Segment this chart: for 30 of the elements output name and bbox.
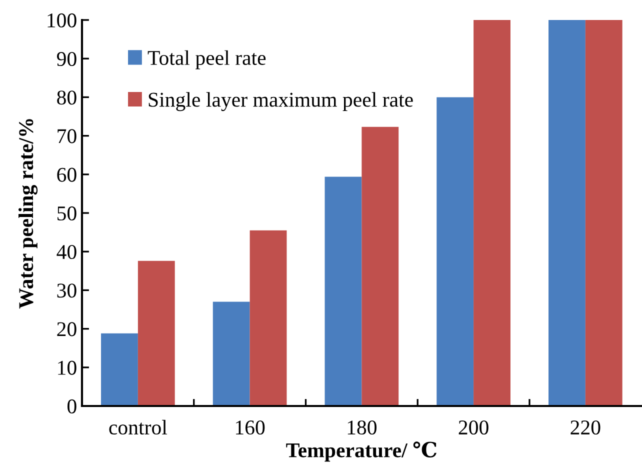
- legend-label: Single layer maximum peel rate: [148, 92, 413, 112]
- x-tick-label: 160: [236, 420, 265, 435]
- x-axis-title: Temperature/ ℃: [286, 442, 436, 462]
- y-tick-label: 20: [57, 322, 76, 336]
- y-tick-label: 50: [58, 206, 76, 220]
- bar: [324, 176, 362, 406]
- x-tick-label: control: [109, 420, 168, 435]
- y-tick-label: 80: [57, 90, 76, 105]
- y-tick-label: 70: [58, 129, 76, 144]
- x-tick-label: 200: [458, 420, 488, 435]
- bar: [548, 20, 586, 406]
- y-tick-label: 60: [57, 168, 76, 182]
- y-axis-title: Water peeling rate/%: [18, 119, 38, 309]
- legend-label: Total peel rate: [148, 50, 266, 70]
- bar: [138, 260, 175, 406]
- y-tick-label: 0: [68, 399, 76, 414]
- bar: [362, 126, 399, 406]
- bar: [250, 230, 287, 406]
- y-tick-label: 100: [48, 13, 76, 28]
- y-tick-label: 90: [56, 52, 76, 66]
- bar: [585, 20, 622, 406]
- bar: [436, 97, 474, 406]
- bar: [474, 20, 510, 406]
- bar: [212, 302, 250, 406]
- x-tick-label: 180: [348, 420, 377, 435]
- x-tick-label: 220: [570, 420, 600, 435]
- y-tick-label: 30: [57, 284, 76, 298]
- y-tick-label: 10: [58, 360, 76, 375]
- y-tick-label: 40: [56, 244, 76, 260]
- bar: [101, 333, 138, 406]
